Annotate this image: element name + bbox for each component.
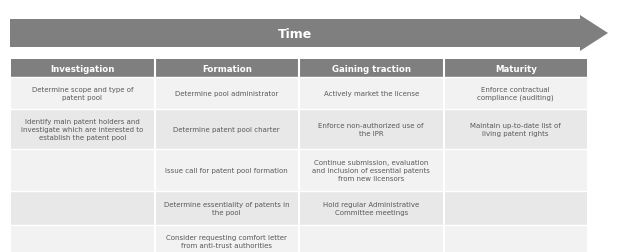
Text: Enforce contractual
compliance (auditing): Enforce contractual compliance (auditing… (478, 86, 554, 101)
Bar (11, 110, 154, 149)
Bar (156, 191, 298, 225)
Text: Consider requesting comfort letter
from anti-trust authorities: Consider requesting comfort letter from … (166, 234, 287, 248)
Bar (445, 78, 587, 110)
Text: Gaining traction: Gaining traction (332, 64, 411, 73)
Bar (445, 60, 587, 78)
Text: Determine scope and type of
patent pool: Determine scope and type of patent pool (32, 87, 133, 101)
Bar (11, 149, 154, 191)
Text: Determine patent pool charter: Determine patent pool charter (174, 127, 280, 133)
Bar (300, 60, 442, 78)
Bar (300, 225, 442, 252)
Bar (11, 60, 154, 78)
Text: Determine essentiality of patents in
the pool: Determine essentiality of patents in the… (164, 201, 290, 215)
Text: Time: Time (278, 27, 312, 40)
Text: Investigation: Investigation (50, 64, 114, 73)
Bar (445, 225, 587, 252)
Bar (11, 78, 154, 110)
Bar (445, 110, 587, 149)
Bar (156, 110, 298, 149)
Bar (300, 191, 442, 225)
Bar (10, 20, 580, 48)
Bar (300, 149, 442, 191)
Bar (156, 149, 298, 191)
Text: Maturity: Maturity (495, 64, 537, 73)
Text: Continue submission, evaluation
and inclusion of essential patents
from new lice: Continue submission, evaluation and incl… (312, 160, 430, 181)
Text: Issue call for patent pool formation: Issue call for patent pool formation (165, 167, 288, 173)
Bar (11, 225, 154, 252)
Text: Hold regular Administrative
Committee meetings: Hold regular Administrative Committee me… (323, 201, 419, 215)
Text: Maintain up-to-date list of
living patent rights: Maintain up-to-date list of living paten… (470, 123, 561, 136)
Bar (156, 78, 298, 110)
Text: Identify main patent holders and
investigate which are interested to
establish t: Identify main patent holders and investi… (21, 119, 144, 140)
Text: Formation: Formation (202, 64, 252, 73)
Bar (445, 191, 587, 225)
Bar (300, 110, 442, 149)
Bar (156, 225, 298, 252)
Text: Determine pool administrator: Determine pool administrator (175, 91, 279, 97)
Text: Enforce non-authorized use of
the IPR: Enforce non-authorized use of the IPR (318, 123, 424, 136)
Bar (445, 149, 587, 191)
Bar (11, 191, 154, 225)
Polygon shape (580, 16, 608, 52)
Bar (156, 60, 298, 78)
Text: Actively market the license: Actively market the license (323, 91, 419, 97)
Bar (300, 78, 442, 110)
